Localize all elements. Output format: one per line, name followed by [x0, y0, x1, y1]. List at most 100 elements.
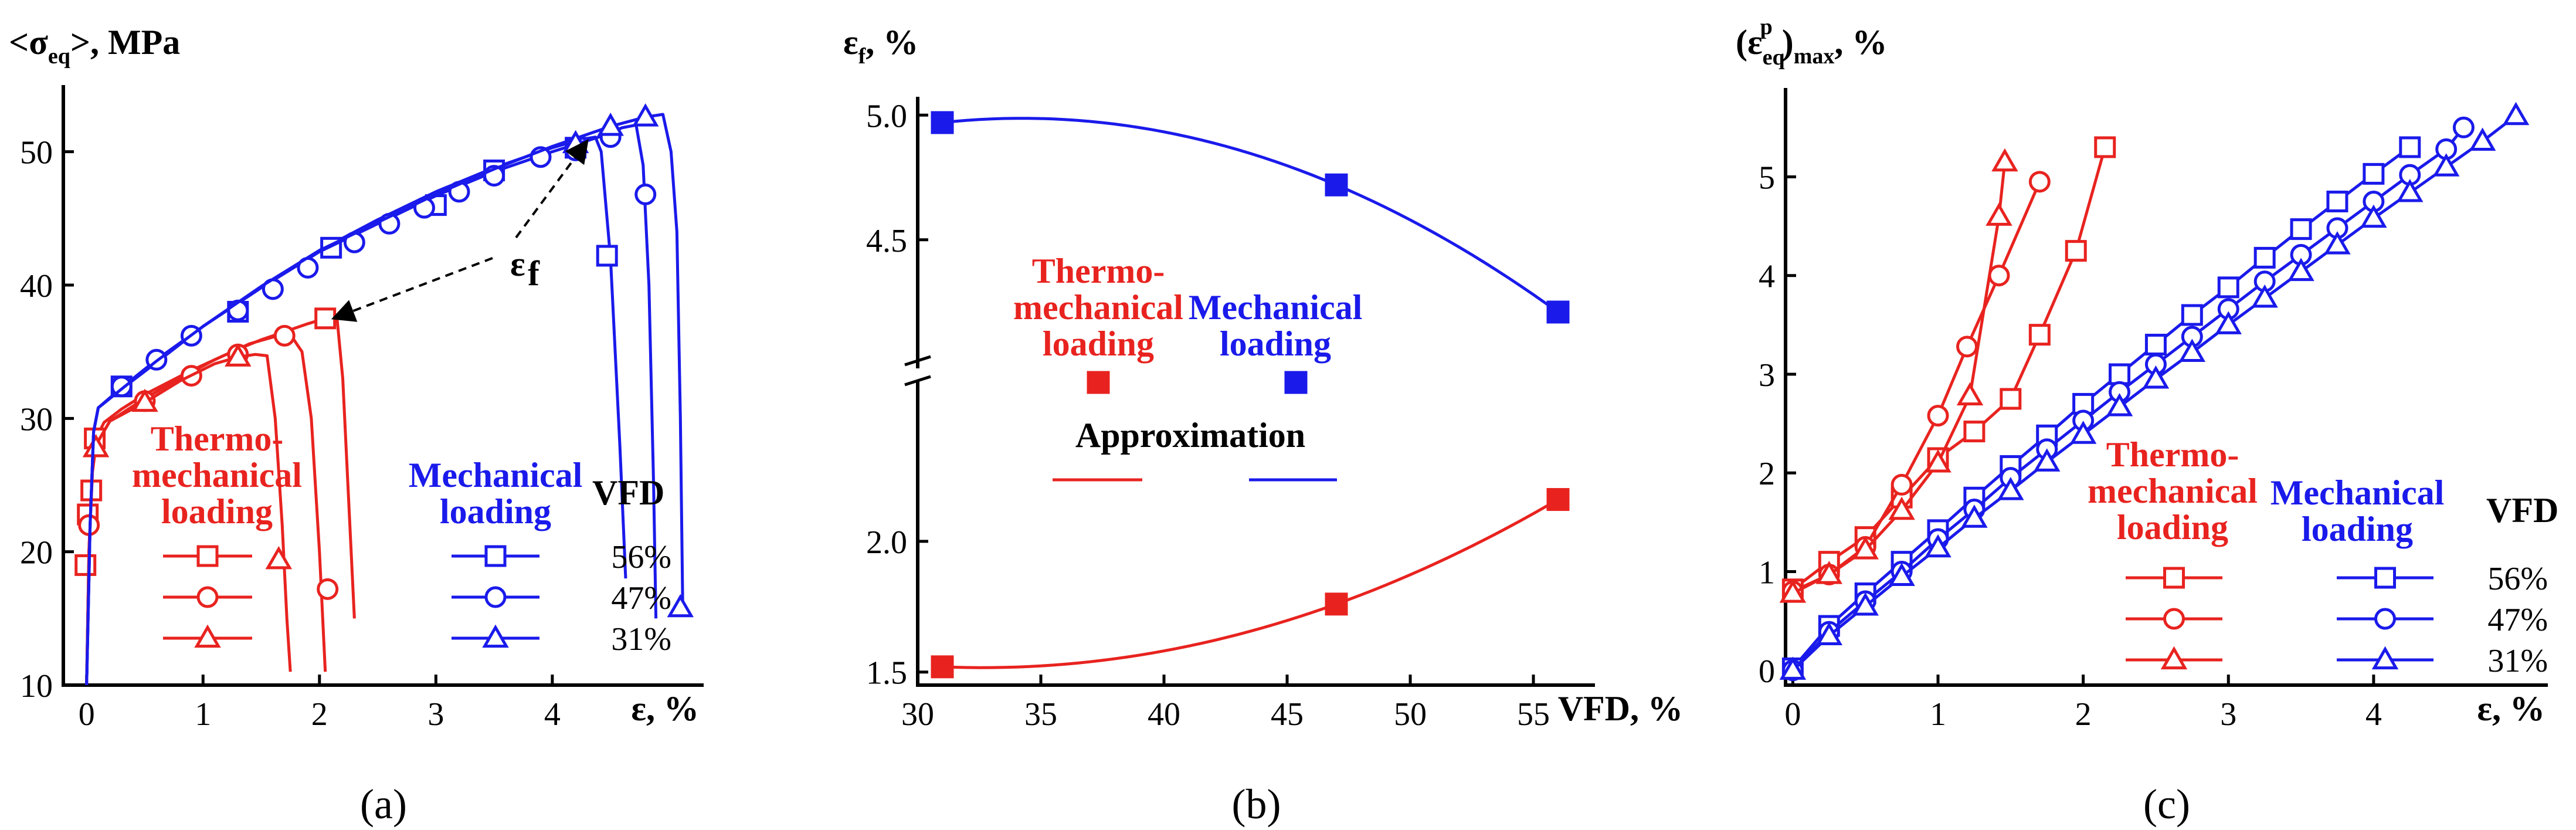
- annotation-arrow: [515, 139, 589, 239]
- data-point-triangle: [1991, 148, 2018, 172]
- legend-thermo-marker: [2160, 646, 2188, 670]
- data-point-circle: [634, 183, 657, 205]
- series-line: [85, 123, 658, 686]
- legend-thermo-title: loading: [161, 492, 273, 531]
- y-tick-label: 4.5: [866, 223, 907, 259]
- axes: [1784, 88, 2548, 687]
- x-tick-label: 50: [1394, 696, 1427, 733]
- data-point-triangle: [1779, 656, 1807, 680]
- data-point-triangle: [225, 343, 252, 367]
- legend-mech-marker: [2374, 567, 2396, 589]
- x-axis-label: ε, %: [2477, 689, 2545, 728]
- annotation-arrow: [331, 257, 493, 322]
- y-tick-label: 5.0: [866, 98, 907, 134]
- legend-vfd-value: 47%: [2487, 602, 2548, 638]
- legend-thermo-title: Thermo-: [151, 419, 284, 458]
- x-tick-label: 55: [1517, 696, 1550, 733]
- data-point-triangle: [1961, 504, 1988, 528]
- data-point-triangle: [2287, 258, 2314, 282]
- data-point-square: [2217, 276, 2239, 299]
- data-point-circle: [317, 578, 339, 600]
- data-point-triangle: [82, 433, 110, 458]
- annotation-eps-f: ε: [510, 245, 525, 283]
- data-point-triangle: [1815, 561, 1843, 584]
- x-axis-label: VFD, %: [1558, 689, 1683, 728]
- y-axis-label-sub: eq: [48, 44, 70, 69]
- panel-caption: (c): [2143, 781, 2190, 828]
- data-point-triangle: [2360, 204, 2387, 228]
- x-tick-label: 40: [1148, 696, 1180, 733]
- panel-caption: (b): [1232, 781, 1281, 828]
- y-tick-label: 2.0: [866, 524, 907, 561]
- legend-mech-marker: [1284, 371, 1308, 394]
- series-line: [1792, 181, 2041, 593]
- legend-thermo-marker: [1087, 371, 1110, 394]
- x-tick-label: 1: [1930, 696, 1946, 733]
- x-tick-label: 2: [2075, 696, 2092, 733]
- series-line: [85, 113, 684, 686]
- data-point-square: [1546, 488, 1570, 511]
- legend-mech-title: loading: [1220, 324, 1331, 363]
- data-point-triangle: [1925, 534, 1951, 558]
- x-tick-label: 0: [79, 696, 95, 733]
- data-point-square: [2290, 218, 2312, 240]
- panel-c: 0 1 2 3 4 0 1 2 3 4 5 ε, % (c) (εeq p)max, % Thermo-mec…: [1736, 15, 2558, 828]
- data-point-triangle: [2106, 393, 2133, 416]
- axis-break-mark: [904, 375, 931, 387]
- y-tick-label: 40: [20, 268, 53, 304]
- legend-thermo-title: loading: [2117, 508, 2228, 547]
- legend-mech-marker: [484, 586, 507, 608]
- legend-mech-title: Mechanical: [409, 456, 583, 494]
- legend-thermo-title: mechanical: [132, 456, 302, 494]
- legend-thermo-title: loading: [1043, 324, 1154, 363]
- y-axis-label-main: (ε: [1736, 23, 1763, 62]
- y-axis-label-unit: >, MPa: [70, 23, 180, 62]
- y-axis-label-close: ): [1782, 23, 1794, 62]
- data-point-circle: [1927, 405, 1949, 427]
- data-point-square: [2109, 363, 2131, 385]
- legend-vfd-value: 56%: [2487, 561, 2548, 597]
- y-tick-label: 10: [20, 668, 53, 704]
- data-point-triangle: [1956, 382, 1984, 406]
- data-point-circle: [1988, 265, 2010, 287]
- legend-approx-title: Approximation: [1075, 416, 1305, 455]
- y-tick-label: 30: [20, 401, 53, 438]
- legend-mech-title: loading: [440, 492, 551, 531]
- data-point-triangle: [1986, 202, 2012, 226]
- series-line: [85, 135, 627, 686]
- data-point-triangle: [1852, 592, 1879, 616]
- data-point-square: [314, 307, 337, 330]
- x-tick-label: 3: [2220, 696, 2236, 733]
- y-tick-label: 5: [1759, 160, 1775, 196]
- y-axis-label: <σeq>, MPa: [9, 23, 180, 69]
- legend-thermo-marker: [194, 624, 221, 648]
- x-tick-label: 4: [544, 696, 561, 733]
- legend-mech-marker: [482, 624, 509, 648]
- x-tick-label: 1: [195, 696, 211, 733]
- series-line: [1791, 147, 2107, 591]
- y-tick-label: 4: [1759, 259, 1775, 295]
- annotation-eps-f-sub: f: [528, 254, 540, 293]
- legend-thermo-title: Thermo-: [2106, 435, 2239, 474]
- y-axis-label-main: <σ: [9, 23, 48, 62]
- legend-thermo-marker: [196, 586, 219, 608]
- data-point-triangle: [2069, 421, 2097, 444]
- data-point-square: [1325, 592, 1348, 616]
- data-point-square: [2094, 136, 2116, 158]
- data-point-square: [2065, 240, 2087, 262]
- legend-vfd-value: 47%: [611, 580, 671, 616]
- y-axis-label-sup: p: [1760, 15, 1773, 39]
- data-point-circle: [273, 324, 296, 347]
- data-point-triangle: [2142, 365, 2170, 389]
- y-tick-label: 1: [1759, 554, 1775, 591]
- y-axis-label-unit: , %: [1834, 23, 1887, 62]
- data-point-square: [931, 111, 954, 134]
- x-tick-label: 45: [1271, 696, 1304, 733]
- data-point-triangle: [597, 113, 624, 136]
- y-tick-label: 20: [20, 535, 53, 571]
- data-point-square: [596, 245, 618, 267]
- y-axis-label-sub2: max: [1794, 44, 1835, 69]
- legend-thermo-title: mechanical: [1013, 288, 1183, 327]
- data-point-triangle: [1888, 563, 1915, 587]
